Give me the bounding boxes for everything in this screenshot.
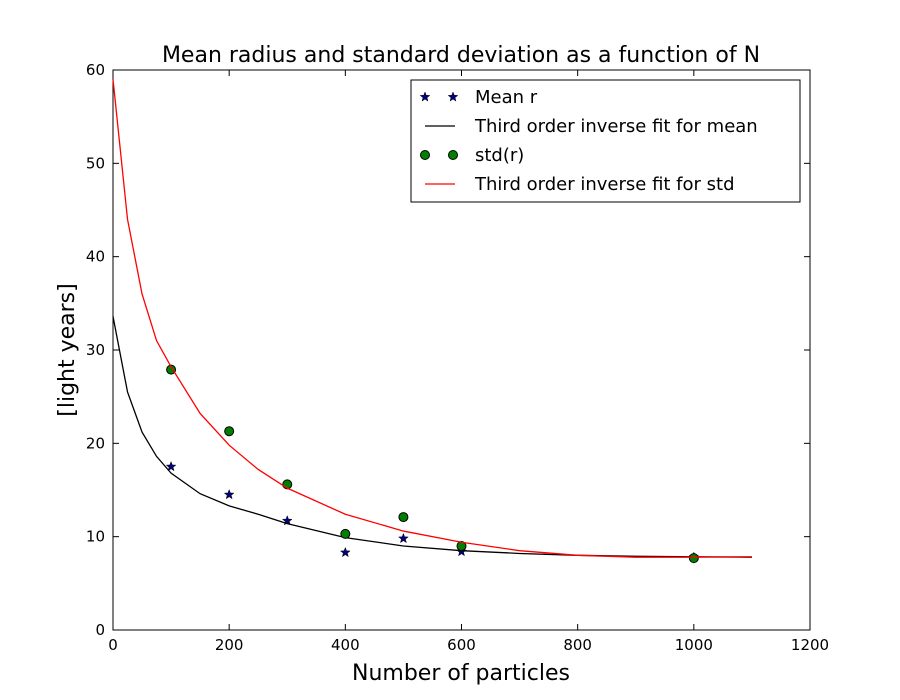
data-point-std-r xyxy=(456,541,467,551)
y-tick-label: 0 xyxy=(95,621,105,639)
legend-marker-swatch xyxy=(448,150,458,160)
legend-label: Mean r xyxy=(475,87,538,108)
x-tick-label: 1000 xyxy=(675,636,713,654)
series-line-third-order-inverse-fit-for-std xyxy=(112,79,752,558)
x-axis-label: Number of particles xyxy=(352,661,570,686)
y-tick-label: 10 xyxy=(86,528,105,546)
data-point-std-r xyxy=(688,553,699,564)
data-point-mean-r xyxy=(165,460,177,472)
y-axis-label: [light years] xyxy=(55,283,80,416)
legend-marker-swatch xyxy=(420,150,430,160)
data-point-std-r xyxy=(340,528,351,539)
x-tick-label: 800 xyxy=(563,636,592,654)
legend-label: Third order inverse fit for std xyxy=(474,174,735,195)
data-point-mean-r xyxy=(339,546,351,558)
y-tick-label: 30 xyxy=(86,341,105,359)
legend-marker-swatch xyxy=(419,91,431,102)
x-tick-label: 600 xyxy=(447,636,476,654)
legend-label: std(r) xyxy=(475,145,524,166)
y-tick-label: 50 xyxy=(86,154,105,172)
y-tick-label: 20 xyxy=(86,434,105,452)
x-tick-label: 0 xyxy=(108,636,118,654)
series-third-order-inverse-fit-for-std xyxy=(112,79,752,558)
x-tick-label: 200 xyxy=(215,636,244,654)
legend-label: Third order inverse fit for mean xyxy=(474,116,758,137)
data-point-mean-r xyxy=(223,488,235,500)
x-tick-label: 1200 xyxy=(791,636,829,654)
data-point-mean-r xyxy=(397,532,409,544)
data-point-std-r xyxy=(166,364,177,375)
legend-marker-swatch xyxy=(447,91,459,102)
y-tick-label: 60 xyxy=(86,61,105,79)
legend-box xyxy=(410,79,801,203)
chart-title: Mean radius and standard deviation as a … xyxy=(162,43,760,68)
data-point-std-r xyxy=(224,426,235,437)
data-point-mean-r xyxy=(281,515,293,526)
x-tick-label: 400 xyxy=(331,636,360,654)
plot-area: 0 200 400 600 800 1000 1200 0 10 20 30 40 50 60 xyxy=(86,61,829,654)
y-tick-label: 40 xyxy=(86,248,105,266)
data-point-std-r xyxy=(398,512,409,523)
legend: Mean r Third order inverse fit for mean st… xyxy=(410,79,801,203)
series-std-r xyxy=(166,364,699,564)
